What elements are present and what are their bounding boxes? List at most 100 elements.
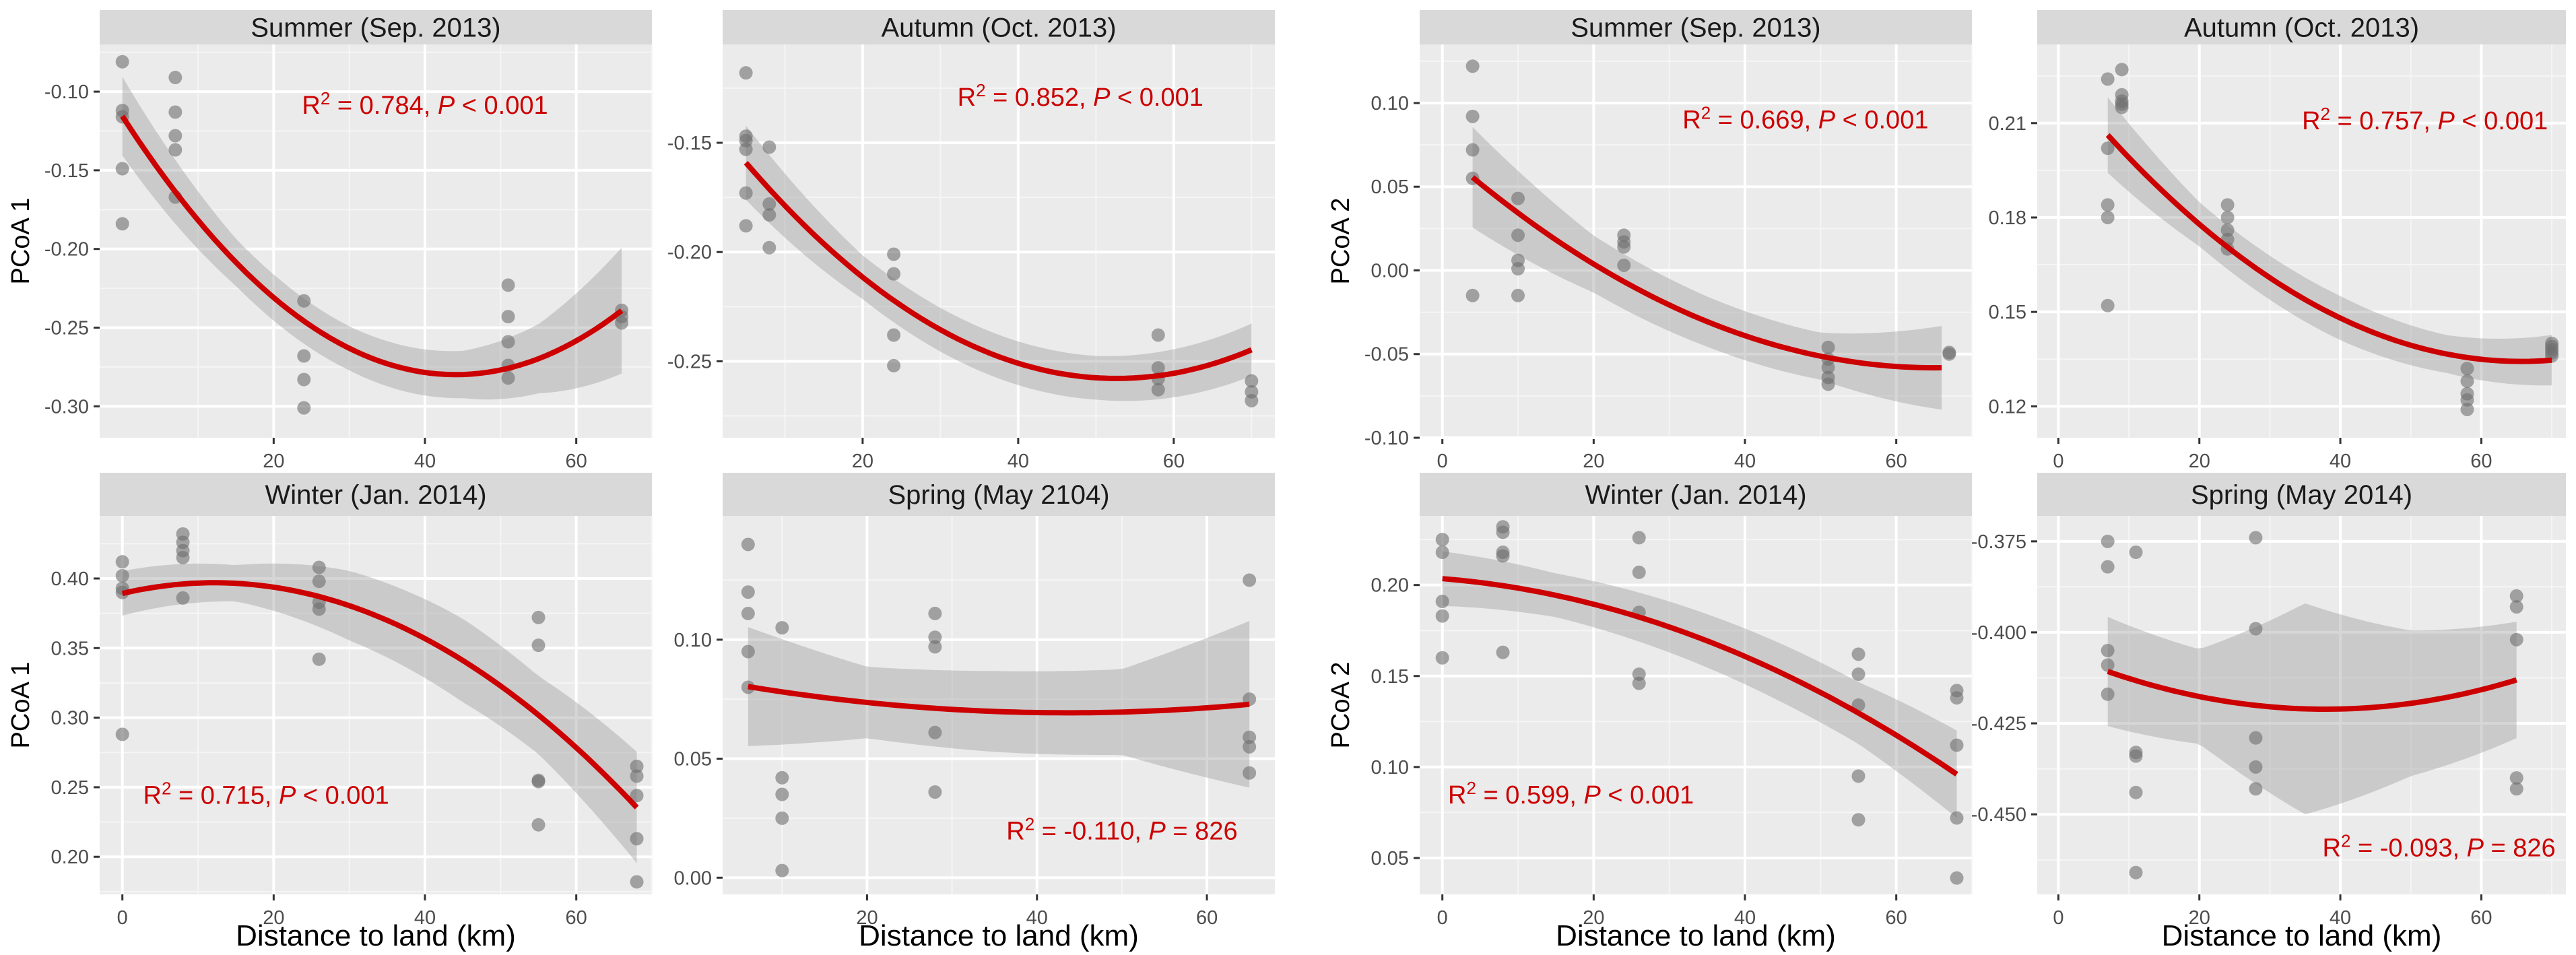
data-point bbox=[297, 401, 311, 415]
data-point bbox=[531, 610, 546, 624]
x-axis-label: Distance to land (km) bbox=[1556, 919, 1836, 952]
x-tick-label: 40 bbox=[1026, 907, 1048, 929]
data-point bbox=[1465, 59, 1480, 73]
x-tick-label: 0 bbox=[1437, 451, 1448, 472]
x-tick-label: 40 bbox=[1008, 451, 1029, 472]
confidence-band bbox=[2107, 97, 2552, 386]
data-point bbox=[531, 775, 546, 789]
y-tick-label: 0.21 bbox=[1989, 113, 2026, 135]
y-tick-label: 0.25 bbox=[51, 777, 89, 799]
data-point bbox=[2101, 141, 2115, 156]
y-tick-label: -0.400 bbox=[1971, 622, 2026, 644]
fit-annotation: R2 = 0.852, P < 0.001 bbox=[958, 80, 1203, 112]
data-point bbox=[1511, 191, 1525, 205]
panel-8: Spring (May 2014) 0 20 40 60 -0.450 -0.425 -0.4… bbox=[1971, 473, 2566, 952]
data-point bbox=[2101, 560, 2115, 574]
fit-line bbox=[2105, 133, 2552, 364]
panel-title: Winter (Jan. 2014) bbox=[265, 480, 486, 510]
confidence-band bbox=[1472, 127, 1942, 410]
y-tick-label: 0.05 bbox=[674, 749, 712, 770]
data-point bbox=[312, 560, 326, 574]
panel-7: Winter (Jan. 2014) 0 20 40 60 0.05 0.10 0.15 0.2… bbox=[1327, 473, 1973, 952]
data-point bbox=[312, 602, 326, 616]
x-tick-label: 60 bbox=[1163, 451, 1185, 472]
data-point bbox=[1245, 374, 1259, 388]
data-point bbox=[312, 652, 326, 666]
data-point bbox=[1465, 143, 1480, 157]
x-tick-label: 20 bbox=[852, 451, 873, 472]
y-axis-label: PCoA 2 bbox=[1327, 198, 1355, 285]
panel-title: Spring (May 2014) bbox=[2191, 480, 2412, 510]
panel-strip bbox=[1420, 10, 1972, 44]
x-tick-label: 20 bbox=[856, 907, 878, 929]
panel-3: Summer (Sep. 2013) 0 20 40 60 -0.10 -0.05 0.00 0… bbox=[1327, 10, 1973, 472]
data-point bbox=[501, 371, 515, 385]
data-point bbox=[2115, 100, 2129, 114]
data-point bbox=[297, 349, 311, 363]
y-tick-label: 0.00 bbox=[1371, 260, 1409, 282]
data-point bbox=[176, 591, 190, 605]
data-point bbox=[2509, 632, 2523, 647]
data-point bbox=[739, 142, 753, 156]
y-tick-label: -0.30 bbox=[44, 396, 89, 418]
data-point bbox=[630, 789, 644, 803]
data-point bbox=[2249, 531, 2263, 545]
y-tick-label: 0.18 bbox=[1989, 207, 2026, 229]
panel-strip bbox=[100, 473, 652, 516]
panel-title: Summer (Sep. 2013) bbox=[251, 13, 500, 43]
data-point bbox=[1465, 109, 1480, 123]
data-point bbox=[2129, 749, 2143, 763]
data-point bbox=[1632, 565, 1646, 579]
x-tick-label: 40 bbox=[1734, 451, 1756, 472]
data-point bbox=[2509, 600, 2523, 614]
data-point bbox=[168, 143, 183, 157]
x-tick-label: 0 bbox=[2053, 907, 2063, 929]
data-point bbox=[501, 278, 515, 292]
y-tick-label: 0.00 bbox=[674, 867, 712, 889]
data-point bbox=[928, 606, 942, 620]
panel-strip bbox=[2037, 10, 2566, 44]
data-point bbox=[2129, 785, 2143, 799]
fit-annotation: R2 = 0.599, P < 0.001 bbox=[1448, 778, 1694, 810]
data-point bbox=[1511, 262, 1525, 276]
data-point bbox=[2101, 658, 2115, 672]
x-tick-label: 60 bbox=[2470, 451, 2492, 472]
confidence-band bbox=[1442, 551, 1957, 818]
data-point bbox=[2101, 72, 2115, 86]
data-point bbox=[115, 555, 129, 569]
fit-line bbox=[748, 684, 1250, 716]
data-point bbox=[2101, 210, 2115, 224]
data-point bbox=[1465, 288, 1480, 302]
panel-1: Summer (Sep. 2013) 20 40 60 -0.30 -0.25 -0.20 -… bbox=[7, 10, 653, 472]
y-tick-label: 0.15 bbox=[1989, 302, 2026, 323]
panel-title: Autumn (Oct. 2013) bbox=[2184, 13, 2419, 43]
y-tick-label: -0.25 bbox=[44, 317, 89, 339]
panel-strip bbox=[2037, 473, 2566, 516]
fit-annotation: R2 = 0.669, P < 0.001 bbox=[1682, 102, 1928, 134]
x-tick-label: 20 bbox=[1583, 451, 1604, 472]
data-point bbox=[115, 162, 129, 176]
y-tick-label: -0.20 bbox=[44, 239, 89, 261]
panel-5: Winter (Jan. 2014) 0 20 40 60 0.20 0.25 0.30 0.3… bbox=[7, 473, 653, 952]
y-tick-label: 0.30 bbox=[51, 708, 89, 729]
y-tick-label: -0.375 bbox=[1971, 531, 2026, 553]
data-point bbox=[1245, 393, 1259, 407]
data-point bbox=[1950, 871, 1964, 885]
data-point bbox=[928, 630, 942, 645]
plot-background bbox=[100, 44, 652, 438]
data-point bbox=[630, 875, 644, 889]
y-axis-label: PCoA 1 bbox=[7, 662, 35, 749]
data-point bbox=[168, 105, 183, 119]
y-axis-label: PCoA 1 bbox=[7, 198, 35, 285]
data-point bbox=[168, 129, 183, 143]
data-point bbox=[297, 372, 311, 387]
data-point bbox=[1243, 730, 1257, 744]
data-point bbox=[775, 787, 789, 801]
data-point bbox=[2220, 198, 2235, 212]
data-point bbox=[2249, 622, 2263, 636]
data-point bbox=[739, 186, 753, 200]
x-tick-label: 60 bbox=[2470, 907, 2492, 929]
data-point bbox=[2101, 298, 2115, 312]
data-point bbox=[775, 621, 789, 635]
